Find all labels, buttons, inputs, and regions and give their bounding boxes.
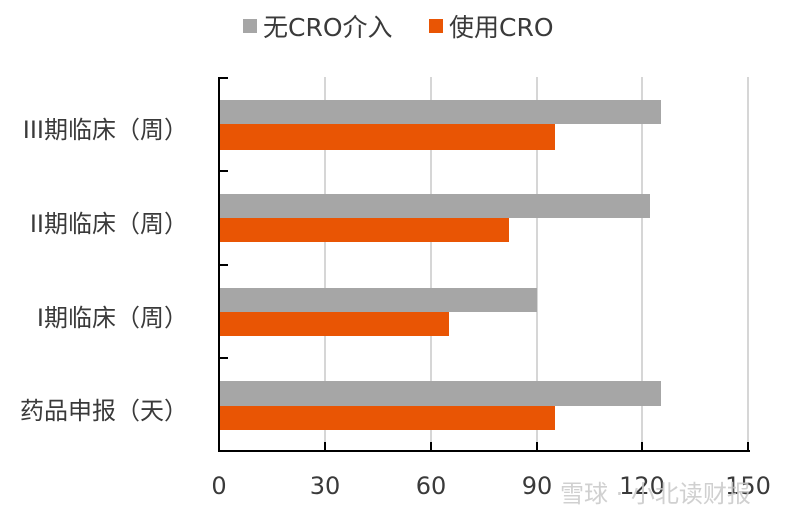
x-tick (747, 442, 749, 451)
legend-swatch-gray (243, 19, 257, 33)
gridline (536, 77, 538, 451)
gridline (324, 77, 326, 451)
category-label-phase3: III期临床（周） (22, 116, 188, 144)
legend-label: 使用CRO (449, 13, 554, 42)
bar-phase2-no-cro (220, 194, 650, 218)
y-tick (219, 264, 228, 266)
chart-legend: 无CRO介入 使用CRO (0, 8, 800, 42)
bar-filing-no-cro (220, 381, 661, 406)
y-tick (219, 170, 228, 172)
x-tick-label: 0 (211, 472, 227, 500)
watermark: 雪球 · 小北读财报 (560, 480, 751, 508)
bar-phase1-cro (220, 312, 449, 336)
x-tick-label: 90 (521, 472, 553, 500)
legend-item-no-cro: 无CRO介入 (243, 8, 393, 44)
gridline (641, 77, 643, 451)
bar-phase1-no-cro (220, 288, 537, 312)
gridline (430, 77, 432, 451)
x-tick (430, 442, 432, 451)
bar-filing-cro (220, 406, 555, 430)
bar-phase2-cro (220, 218, 509, 242)
x-axis (218, 450, 750, 452)
category-label-filing: 药品申报（天） (20, 397, 188, 425)
category-label-phase2: II期临床（周） (29, 210, 188, 238)
x-tick-label: 150 (725, 472, 771, 500)
legend-item-with-cro: 使用CRO (429, 8, 554, 44)
y-tick (219, 77, 228, 79)
legend-label: 无CRO介入 (263, 13, 393, 42)
bar-phase3-cro (220, 124, 555, 150)
x-tick-label: 60 (415, 472, 447, 500)
x-tick (536, 442, 538, 451)
gridline (747, 77, 749, 451)
x-tick-label: 30 (309, 472, 341, 500)
x-tick (641, 442, 643, 451)
bar-phase3-no-cro (220, 100, 661, 124)
legend-swatch-orange (429, 19, 443, 33)
y-tick (219, 357, 228, 359)
category-label-phase1: I期临床（周） (36, 304, 188, 332)
x-tick-label: 120 (619, 472, 665, 500)
x-tick (324, 442, 326, 451)
